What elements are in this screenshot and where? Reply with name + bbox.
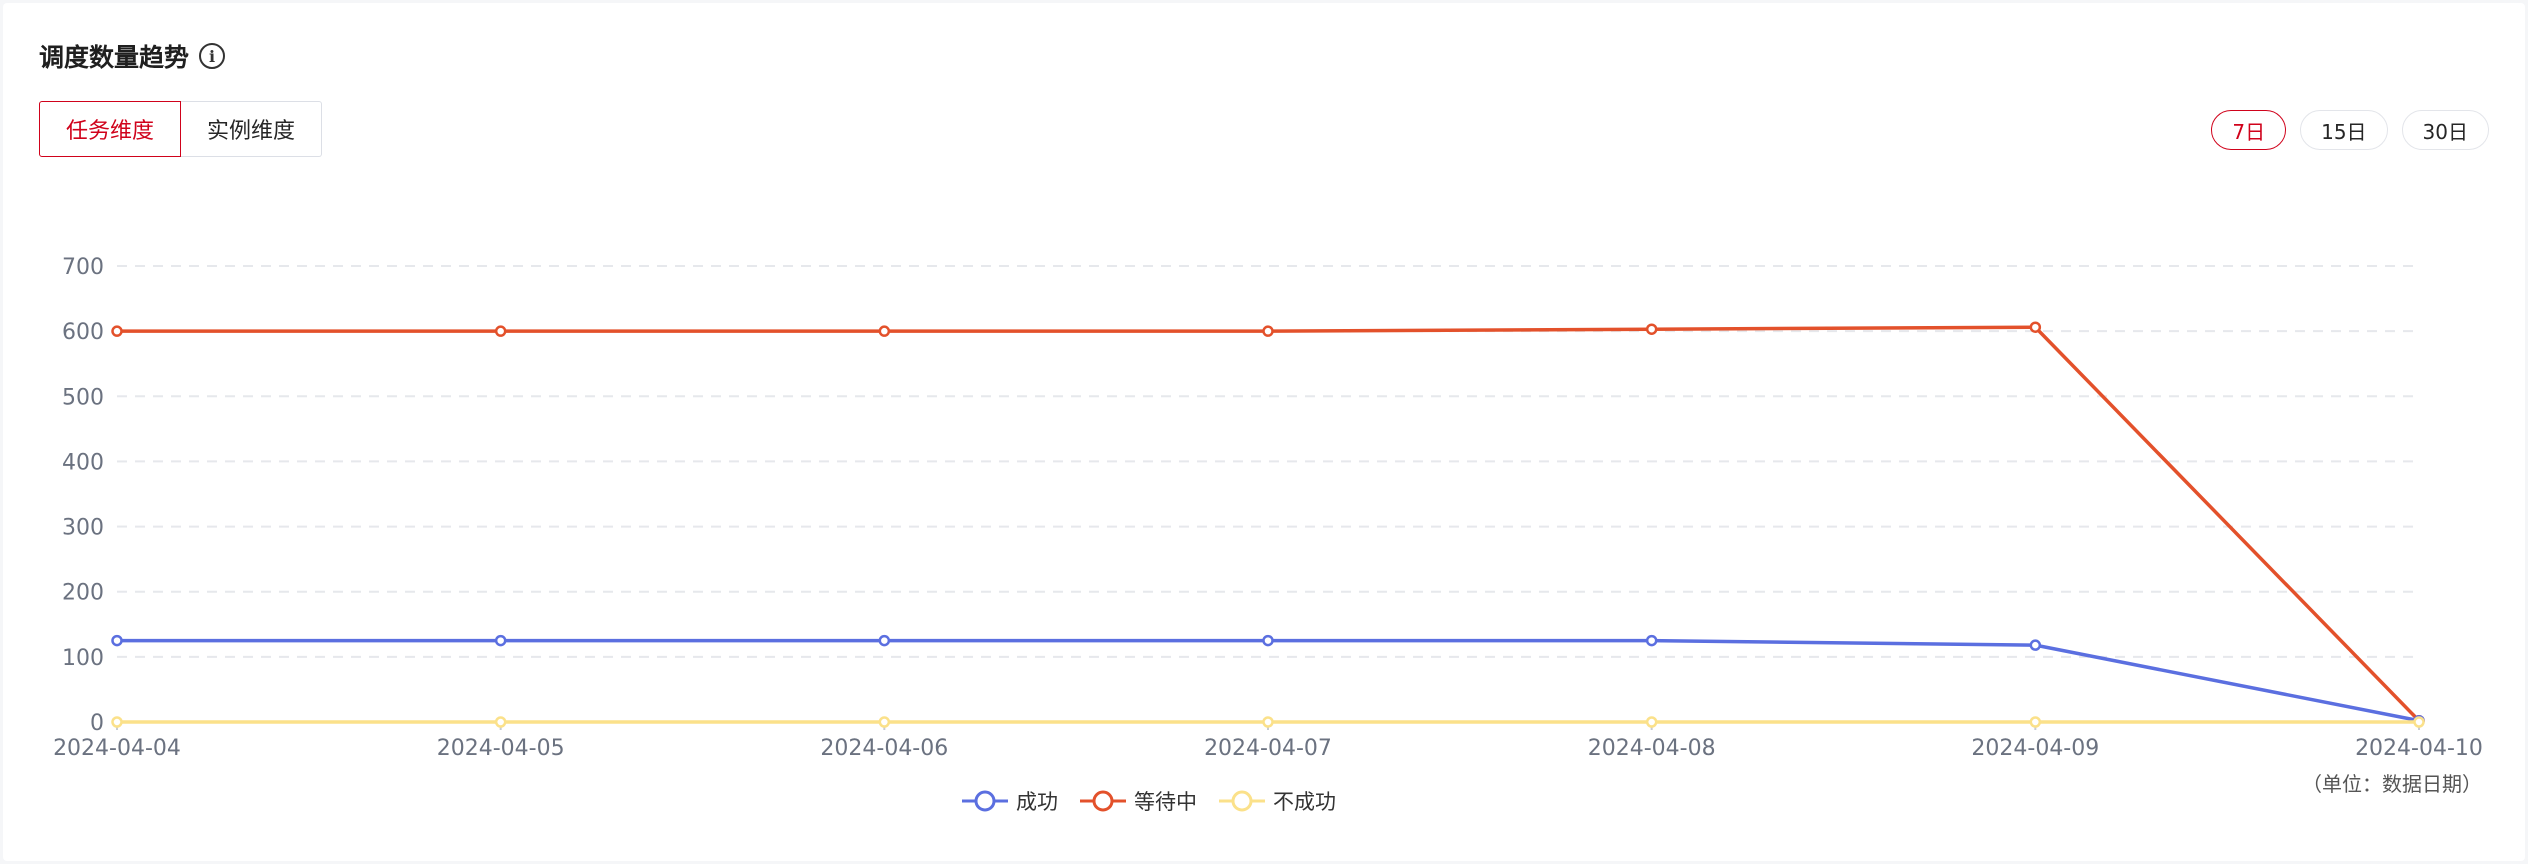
data-point bbox=[111, 634, 123, 647]
data-point bbox=[1645, 323, 1658, 335]
data-point bbox=[1645, 716, 1658, 728]
data-point bbox=[878, 325, 891, 337]
x-tick-label: 2024-04-10 bbox=[2355, 736, 2483, 761]
page-title: 调度数量趋势 bbox=[39, 43, 190, 72]
legend-success-icon bbox=[962, 790, 1008, 812]
data-point bbox=[878, 716, 891, 728]
data-point bbox=[1262, 716, 1274, 728]
data-point bbox=[878, 634, 891, 647]
range-7d-button[interactable]: 7日 bbox=[2211, 110, 2287, 150]
legend-label-waiting: 等待中 bbox=[1134, 790, 1197, 814]
y-tick-label: 400 bbox=[62, 450, 104, 475]
title-row: 调度数量趋势 i bbox=[39, 36, 226, 76]
range-15d-button[interactable]: 15日 bbox=[2300, 110, 2388, 150]
data-point bbox=[2029, 639, 2042, 651]
x-tick-label: 2024-04-08 bbox=[1588, 736, 1716, 761]
data-point bbox=[111, 716, 123, 728]
range-30d-button[interactable]: 30日 bbox=[2401, 110, 2489, 150]
legend-item-failed[interactable]: 不成功 bbox=[1219, 786, 1336, 816]
y-tick-label: 600 bbox=[62, 320, 104, 345]
series-line bbox=[117, 325, 2421, 722]
legend-failed-icon bbox=[1219, 790, 1265, 812]
legend-item-success[interactable]: 成功 bbox=[962, 786, 1058, 816]
y-tick-label: 100 bbox=[62, 646, 104, 671]
legend-item-waiting[interactable]: 等待中 bbox=[1080, 786, 1197, 816]
x-tick-label: 2024-04-07 bbox=[1204, 736, 1332, 761]
x-tick-label: 2024-04-04 bbox=[53, 736, 181, 761]
series-line bbox=[117, 638, 2420, 723]
y-tick-label: 700 bbox=[62, 255, 104, 280]
axis-unit-note: （单位：数据日期） bbox=[2302, 772, 2482, 796]
x-tick-label: 2024-04-09 bbox=[1971, 736, 2099, 761]
x-tick-label: 2024-04-06 bbox=[820, 736, 948, 761]
legend-label-failed: 不成功 bbox=[1273, 790, 1336, 814]
data-point bbox=[494, 325, 507, 337]
data-point bbox=[2029, 321, 2042, 333]
x-tick-label: 2024-04-05 bbox=[437, 736, 565, 761]
chart-legend: 成功 等待中 不成功 bbox=[0, 786, 2528, 816]
range-switch: 7日 15日 30日 bbox=[2211, 110, 2489, 150]
y-tick-label: 500 bbox=[62, 385, 104, 410]
y-tick-label: 200 bbox=[62, 581, 104, 606]
data-point bbox=[2413, 716, 2425, 728]
info-icon[interactable]: i bbox=[199, 43, 226, 69]
tab-task-dimension[interactable]: 任务维度 bbox=[39, 101, 182, 157]
dimension-switch: 任务维度 实例维度 bbox=[39, 101, 323, 157]
data-point bbox=[2029, 716, 2042, 728]
data-point bbox=[494, 716, 507, 728]
tab-instance-dimension[interactable]: 实例维度 bbox=[181, 101, 323, 157]
data-point bbox=[111, 325, 123, 337]
legend-label-success: 成功 bbox=[1016, 790, 1058, 814]
y-tick-label: 300 bbox=[62, 516, 104, 541]
data-point bbox=[494, 634, 507, 647]
data-point bbox=[1262, 325, 1274, 337]
legend-waiting-icon bbox=[1080, 790, 1126, 812]
data-point bbox=[1645, 634, 1658, 647]
y-tick-label: 0 bbox=[90, 711, 104, 736]
data-point bbox=[1262, 634, 1274, 647]
